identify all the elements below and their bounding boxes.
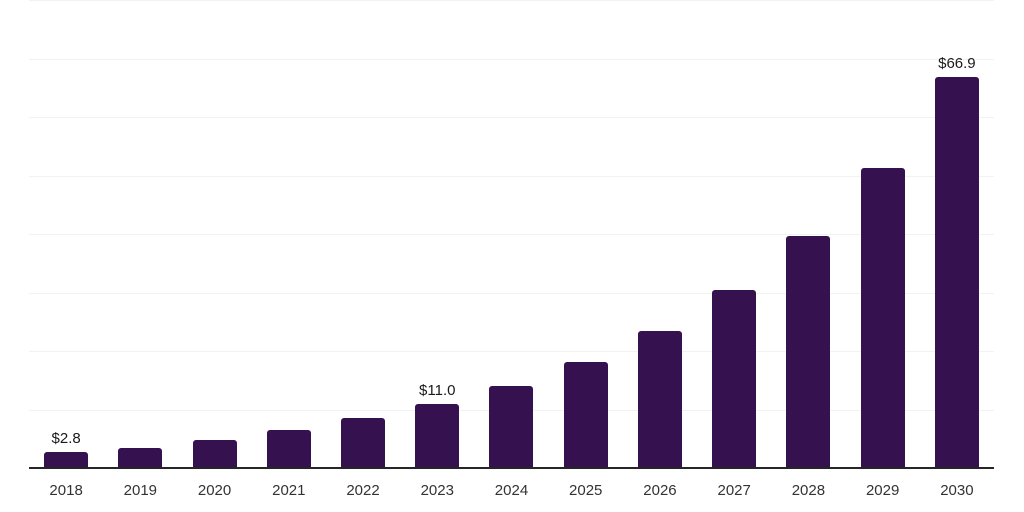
bar-2026 <box>637 331 682 468</box>
bar-2023 <box>415 403 460 468</box>
x-tick-label-2027: 2027 <box>717 482 751 499</box>
x-tick-label-2021: 2021 <box>272 482 306 499</box>
bar-2025 <box>563 362 608 468</box>
x-tick-label-2030: 2030 <box>940 482 974 499</box>
gridline <box>29 234 994 235</box>
gridline <box>29 175 994 177</box>
x-tick-label-2023: 2023 <box>420 482 454 499</box>
x-tick-label-2024: 2024 <box>494 482 529 499</box>
x-tick-label-2028: 2028 <box>791 482 826 499</box>
bar-2019 <box>118 447 163 468</box>
gridline <box>29 292 994 294</box>
x-tick-label-2019: 2019 <box>123 482 158 499</box>
bar-group-2030: $66.9 <box>920 0 994 468</box>
x-tick-label-2020: 2020 <box>197 482 232 499</box>
bar-2018 <box>44 451 89 468</box>
plot-area: $2.8 $11.0 $66.9 <box>29 0 994 469</box>
bar-2021 <box>266 429 311 468</box>
gridline <box>29 117 994 118</box>
x-tick-label-2026: 2026 <box>643 482 677 499</box>
bar-group-2018: $2.8 <box>29 0 103 468</box>
gridline <box>29 351 994 352</box>
x-tick-label-2022: 2022 <box>346 482 380 499</box>
bar-group-2024 <box>474 0 548 468</box>
bar-group-2022 <box>326 0 400 468</box>
bar-2022 <box>341 418 386 468</box>
bar-2028 <box>786 235 831 468</box>
bar-group-2027 <box>697 0 771 468</box>
bar-2020 <box>192 439 237 468</box>
bar-group-2019 <box>103 0 177 468</box>
bar-group-2025 <box>549 0 623 468</box>
bar-group-2021 <box>252 0 326 468</box>
bar-value-label-2018: $2.8 <box>51 429 81 447</box>
bar-group-2029 <box>846 0 920 468</box>
bar-group-2020 <box>177 0 251 468</box>
bar-2027 <box>712 289 757 468</box>
bar-group-2028 <box>771 0 845 468</box>
bar-group-2023: $11.0 <box>400 0 474 468</box>
x-tick-label-2029: 2029 <box>865 482 900 499</box>
bar-2029 <box>860 167 905 468</box>
bar-value-label-2023: $11.0 <box>419 381 456 399</box>
bar-2030 <box>934 76 979 468</box>
x-tick-label-2018: 2018 <box>49 482 83 499</box>
bar-group-2026 <box>623 0 697 468</box>
bar-value-label-2030: $66.9 <box>938 54 976 72</box>
bar-2024 <box>489 385 534 468</box>
x-axis-line <box>29 467 994 469</box>
x-axis-labels: 2018 2019 2020 2021 2022 2023 2024 2025 2026 2027… <box>29 482 994 506</box>
gridline <box>29 0 994 1</box>
gridline <box>29 58 994 60</box>
x-tick-label-2025: 2025 <box>569 482 603 499</box>
